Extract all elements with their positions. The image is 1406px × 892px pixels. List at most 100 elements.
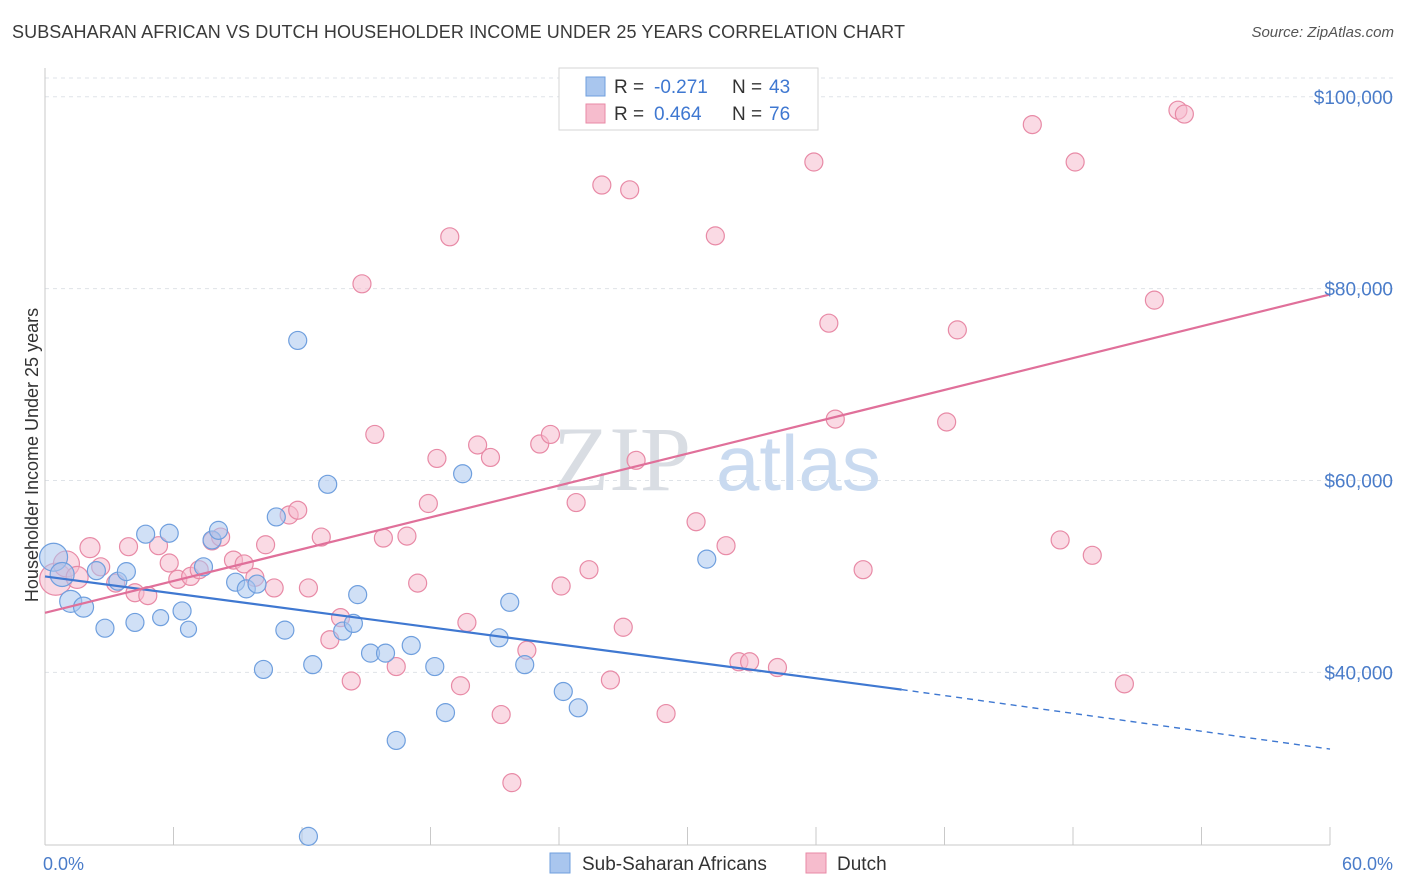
chart-title: SUBSAHARAN AFRICAN VS DUTCH HOUSEHOLDER … <box>12 22 906 42</box>
subsaharan-point-32 <box>401 635 421 656</box>
subsaharan-point-7 <box>116 562 136 582</box>
dutch-point-50 <box>600 670 621 690</box>
y-tick-label-3: $100,000 <box>1314 88 1393 109</box>
subsaharan-point-16 <box>208 520 229 540</box>
y-tick-label-1: $60,000 <box>1324 471 1393 492</box>
dutch-point-40 <box>480 447 501 468</box>
legend-n-value-dutch: 76 <box>769 104 790 125</box>
subsaharan-point-20 <box>253 659 274 680</box>
legend-n-value-subsaharan: 43 <box>769 77 790 98</box>
subsaharan-point-39 <box>553 681 573 702</box>
subsaharan-trend-dashed <box>901 688 1331 750</box>
axes <box>44 68 1331 846</box>
dutch-point-55 <box>656 703 676 724</box>
dutch-point-69 <box>1065 152 1085 172</box>
dutch-point-48 <box>579 560 599 580</box>
dutch-point-35 <box>427 448 447 469</box>
x-tick-labels: 0.0% 60.0% <box>43 854 1393 874</box>
dutch-point-58 <box>716 536 736 556</box>
dutch-point-46 <box>551 576 571 596</box>
subsaharan-point-21 <box>266 507 286 527</box>
subsaharan-point-13 <box>179 620 198 638</box>
dutch-point-23 <box>298 578 319 598</box>
legend-swatch-dutch <box>585 103 606 124</box>
subsaharan-point-37 <box>500 592 520 612</box>
y-tick-label-2: $80,000 <box>1324 280 1393 301</box>
legend-swatch-subsaharan <box>585 76 606 97</box>
y-tick-label-0: $40,000 <box>1324 663 1393 684</box>
dutch-point-33 <box>408 573 428 593</box>
legend-r-value-subsaharan: -0.271 <box>654 77 708 98</box>
dutch-point-29 <box>365 424 385 445</box>
y-axis-label: Householder Income Under 25 years <box>22 308 42 602</box>
subsaharan-point-40 <box>568 698 588 718</box>
subsaharan-point-42 <box>298 826 319 846</box>
subsaharan-point-19 <box>247 574 267 594</box>
dutch-point-62 <box>819 313 839 333</box>
subsaharan-point-38 <box>515 655 535 675</box>
legend-r-label-subsaharan: R = <box>614 77 644 98</box>
dutch-point-72 <box>1144 290 1164 310</box>
dutch-point-56 <box>686 512 706 532</box>
watermark: ZIP atlas <box>553 408 881 510</box>
dutch-point-42 <box>502 773 522 793</box>
y-tick-labels: $40,000 $60,000 $80,000 $100,000 <box>1314 88 1393 685</box>
dutch-point-31 <box>386 656 406 677</box>
legend-r-value-dutch: 0.464 <box>654 104 702 125</box>
dutch-point-38 <box>457 612 477 633</box>
subsaharan-point-12 <box>172 601 192 621</box>
subsaharan-point-22 <box>275 620 295 640</box>
dutch-point-65 <box>937 412 957 432</box>
subsaharan-point-28 <box>348 585 368 605</box>
dutch-point-49 <box>592 175 612 195</box>
series-legend-swatch-dutch <box>805 852 827 874</box>
x-tick-label-1: 60.0% <box>1342 854 1393 874</box>
subsaharan-point-8 <box>125 612 145 633</box>
dutch-point-60 <box>740 652 760 672</box>
dutch-point-51 <box>613 617 633 637</box>
subsaharan-points <box>38 330 717 846</box>
series-legend: Sub-Saharan Africans Dutch <box>549 852 887 875</box>
dutch-point-28 <box>352 274 372 294</box>
series-legend-swatch-subsaharan <box>549 852 571 874</box>
dutch-point-34 <box>418 493 438 514</box>
subsaharan-point-10 <box>152 609 170 627</box>
subsaharan-point-34 <box>435 703 456 723</box>
dutch-point-41 <box>491 704 511 725</box>
dutch-point-67 <box>1022 114 1042 135</box>
dutch-point-66 <box>947 320 967 340</box>
dutch-point-47 <box>566 492 586 513</box>
dutch-point-10 <box>159 553 179 573</box>
dutch-point-57 <box>705 226 725 246</box>
dutch-point-52 <box>620 180 640 200</box>
legend-n-label-dutch: N = <box>732 104 762 125</box>
dutch-point-64 <box>853 560 873 580</box>
source-label: Source: ZipAtlas.com <box>1251 24 1394 41</box>
subsaharan-point-31 <box>386 730 406 751</box>
subsaharan-point-35 <box>453 464 473 484</box>
dutch-point-74 <box>1174 104 1194 124</box>
legend-n-label-subsaharan: N = <box>732 77 762 98</box>
legend: R = -0.271 N = 43 R = 0.464 N = 76 <box>558 67 819 131</box>
series-legend-label-dutch: Dutch <box>837 854 887 875</box>
dutch-point-22 <box>288 500 308 520</box>
subsaharan-point-27 <box>343 613 363 634</box>
dutch-point-32 <box>397 526 417 546</box>
dutch-trend-solid <box>44 293 1331 614</box>
dutch-point-24 <box>311 527 331 547</box>
dutch-point-61 <box>804 152 824 172</box>
dutch-point-6 <box>118 537 139 557</box>
subsaharan-point-25 <box>318 474 338 494</box>
dutch-point-36 <box>440 227 460 247</box>
subsaharan-point-23 <box>288 330 308 351</box>
series-legend-label-subsaharan: Sub-Saharan Africans <box>582 854 767 875</box>
watermark-atlas: atlas <box>716 419 881 507</box>
x-tick-label-0: 0.0% <box>43 854 84 874</box>
subsaharan-point-33 <box>425 656 445 677</box>
dutch-point-37 <box>450 676 471 696</box>
dutch-point-19 <box>255 535 276 555</box>
subsaharan-point-30 <box>375 643 396 663</box>
subsaharan-trend-solid <box>44 575 902 691</box>
dutch-point-68 <box>1050 530 1070 550</box>
